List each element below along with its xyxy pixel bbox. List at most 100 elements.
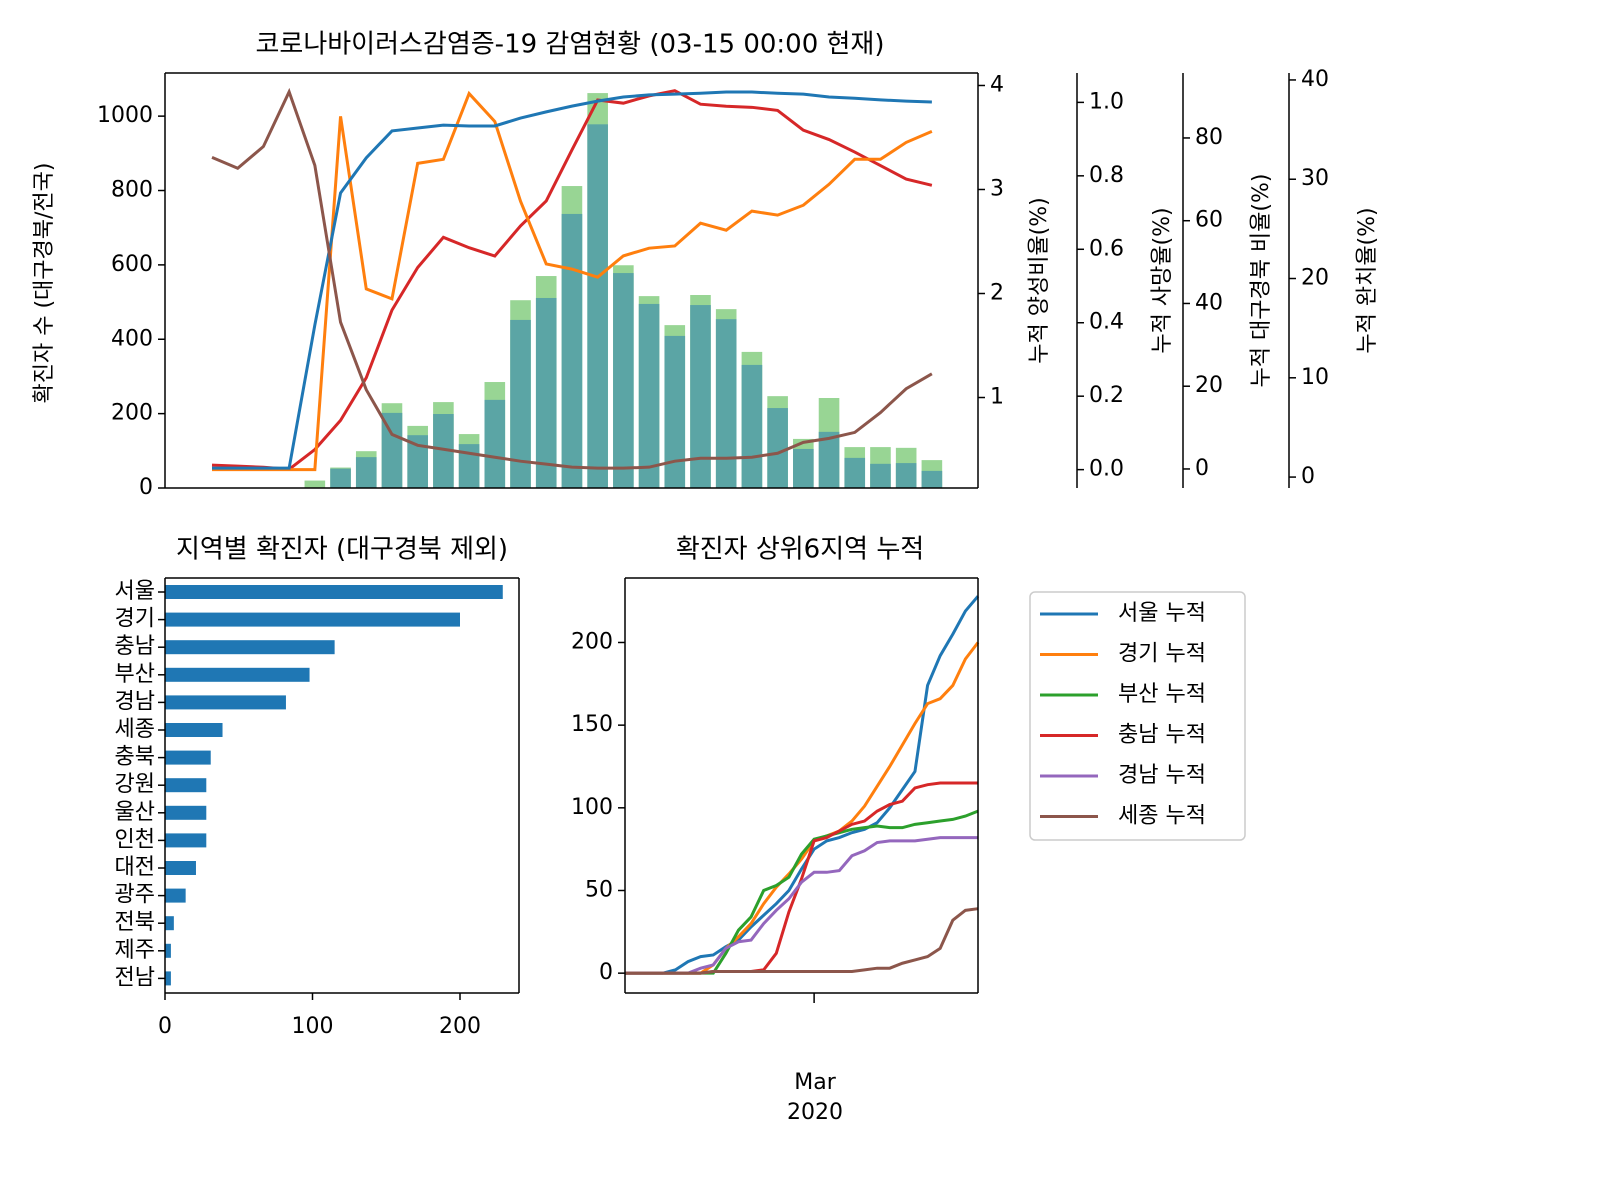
bar bbox=[165, 723, 223, 737]
y-tick-label: 부산 bbox=[115, 662, 155, 687]
y-tick-label: 1.0 bbox=[1089, 89, 1124, 114]
line bbox=[211, 89, 933, 471]
axis-label: 누적 대구경북 비율(%) bbox=[1249, 174, 1274, 388]
x-tick-label: Mar 2020 bbox=[787, 1070, 843, 1125]
y-tick-label: 400 bbox=[111, 326, 153, 351]
y-tick-label: 800 bbox=[111, 178, 153, 203]
legend-label: 경남 누적 bbox=[1118, 763, 1206, 788]
line bbox=[625, 595, 980, 975]
y-tick-label: 3 bbox=[990, 176, 1004, 201]
line bbox=[625, 907, 979, 975]
legend-label: 경기 누적 bbox=[1118, 642, 1206, 667]
y-tick-label: 2 bbox=[990, 281, 1004, 306]
chart-title: 지역별 확진자 (대구경북 제외) bbox=[176, 535, 508, 565]
bar bbox=[895, 463, 917, 488]
y-tick-label: 200 bbox=[111, 401, 153, 426]
bar bbox=[818, 431, 840, 488]
bar bbox=[921, 470, 943, 488]
bar bbox=[355, 457, 377, 488]
axis-label: 누적 양성비율(%) bbox=[1027, 197, 1052, 364]
y-tick-label: 0.4 bbox=[1089, 310, 1124, 335]
x-tick-label: 100 bbox=[292, 1014, 334, 1039]
y-tick-label: 인천 bbox=[115, 827, 155, 852]
bar bbox=[165, 667, 310, 682]
bar bbox=[330, 468, 351, 488]
y-tick-label: 충북 bbox=[115, 745, 155, 770]
bar bbox=[587, 124, 608, 489]
bar bbox=[510, 319, 531, 488]
y-tick-label: 0 bbox=[1301, 464, 1315, 489]
line bbox=[212, 90, 932, 470]
y-tick-label: 60 bbox=[1195, 208, 1223, 233]
bar bbox=[165, 695, 286, 710]
bar bbox=[304, 480, 326, 488]
y-tick-label: 4 bbox=[990, 72, 1004, 97]
y-tick-label: 1 bbox=[990, 385, 1004, 410]
bar bbox=[165, 861, 196, 875]
y-tick-label: 20 bbox=[1301, 266, 1329, 291]
y-tick-label: 0.6 bbox=[1089, 236, 1124, 261]
bar bbox=[638, 303, 660, 488]
legend-label: 서울 누적 bbox=[1118, 601, 1206, 626]
bar bbox=[165, 778, 207, 793]
axis-label: 확진자 수 (대구경북/전국) bbox=[32, 163, 57, 404]
y-tick-label: 30 bbox=[1301, 166, 1329, 191]
line bbox=[625, 641, 980, 975]
legend-label: 세종 누적 bbox=[1118, 804, 1206, 829]
legend-label: 부산 누적 bbox=[1118, 682, 1206, 707]
y-tick-label: 100 bbox=[571, 795, 613, 820]
y-tick-label: 서울 bbox=[115, 579, 155, 604]
y-tick-label: 경기 bbox=[115, 607, 155, 632]
y-tick-label: 40 bbox=[1301, 67, 1329, 92]
chart-title: 확진자 상위6지역 누적 bbox=[676, 535, 924, 565]
bar bbox=[165, 971, 171, 986]
y-tick-label: 80 bbox=[1195, 125, 1223, 150]
y-tick-label: 1000 bbox=[97, 103, 153, 128]
y-tick-label: 제주 bbox=[115, 938, 155, 963]
bar bbox=[767, 408, 788, 488]
y-tick-label: 20 bbox=[1195, 373, 1223, 398]
bar bbox=[741, 364, 763, 488]
y-tick-label: 600 bbox=[111, 252, 153, 277]
bar bbox=[165, 888, 186, 903]
y-tick-label: 0 bbox=[599, 960, 613, 985]
y-tick-label: 강원 bbox=[115, 772, 155, 797]
bar bbox=[165, 750, 211, 765]
bar bbox=[664, 335, 686, 488]
y-tick-label: 0.2 bbox=[1089, 383, 1124, 408]
y-tick-label: 충남 bbox=[115, 634, 155, 659]
legend-label: 충남 누적 bbox=[1118, 723, 1206, 748]
x-tick-label: 0 bbox=[158, 1014, 172, 1039]
bar bbox=[484, 399, 506, 488]
line bbox=[625, 809, 979, 975]
y-tick-label: 0.8 bbox=[1089, 163, 1124, 188]
bar bbox=[844, 457, 866, 488]
y-tick-label: 0 bbox=[139, 475, 153, 500]
axis-label: 누적 완치율(%) bbox=[1355, 207, 1380, 353]
bar bbox=[793, 448, 814, 488]
y-tick-label: 50 bbox=[585, 877, 613, 902]
y-tick-label: 0 bbox=[1195, 456, 1209, 481]
line bbox=[625, 781, 978, 975]
y-tick-label: 0.0 bbox=[1089, 457, 1124, 482]
y-tick-label: 150 bbox=[571, 712, 613, 737]
y-tick-label: 대전 bbox=[115, 855, 155, 880]
bar bbox=[165, 833, 207, 848]
bar bbox=[715, 319, 737, 488]
axis-label: 누적 사망율(%) bbox=[1150, 207, 1175, 353]
bar bbox=[561, 213, 583, 488]
y-tick-label: 경남 bbox=[115, 689, 155, 714]
bar bbox=[165, 916, 174, 931]
bar bbox=[535, 297, 557, 488]
bar bbox=[165, 585, 503, 599]
bar bbox=[165, 640, 335, 655]
bar bbox=[165, 805, 207, 820]
y-tick-label: 10 bbox=[1301, 365, 1329, 390]
bar bbox=[690, 305, 711, 488]
bar bbox=[433, 413, 454, 488]
y-tick-label: 광주 bbox=[115, 883, 155, 908]
y-tick-label: 40 bbox=[1195, 290, 1223, 315]
bar bbox=[407, 435, 428, 488]
x-tick-label: 200 bbox=[439, 1014, 481, 1039]
